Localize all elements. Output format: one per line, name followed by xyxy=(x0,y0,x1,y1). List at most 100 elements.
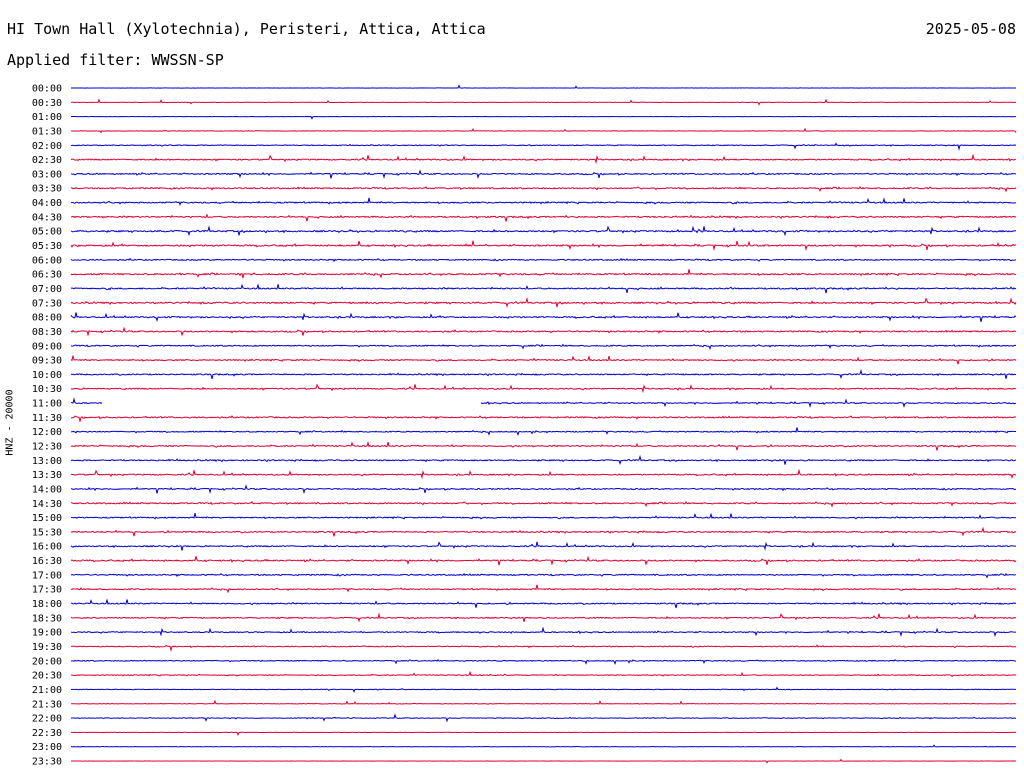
seismic-trace-row xyxy=(70,731,1017,737)
seismic-trace-row xyxy=(70,383,1017,394)
row-time-label: 19:30 xyxy=(32,642,62,653)
row-time-label: 18:00 xyxy=(32,599,62,610)
row-time-label: 14:00 xyxy=(32,484,62,495)
seismic-trace-row xyxy=(70,343,1017,350)
row-time-label: 02:30 xyxy=(32,155,62,166)
row-time-label: 20:00 xyxy=(32,656,62,667)
seismic-trace-row xyxy=(70,257,1017,263)
row-time-label: 11:30 xyxy=(32,413,62,424)
row-time-label: 03:00 xyxy=(32,169,62,180)
seismic-trace-row xyxy=(70,555,1017,566)
row-time-label: 11:00 xyxy=(32,399,62,410)
date-label: 2025-05-08 xyxy=(925,20,1016,38)
seismic-trace-row xyxy=(70,626,1017,638)
row-time-label: 15:30 xyxy=(32,527,62,538)
seismic-trace-row xyxy=(70,454,1017,465)
seismic-trace-row xyxy=(70,427,1017,436)
seismic-trace-row xyxy=(70,644,1017,652)
row-time-label: 08:30 xyxy=(32,327,62,338)
row-time-label: 03:30 xyxy=(32,184,62,195)
row-time-label: 05:30 xyxy=(32,241,62,252)
seismic-trace-row xyxy=(70,612,1017,623)
seismic-trace-row xyxy=(70,127,1017,134)
row-time-label: 10:00 xyxy=(32,370,62,381)
seismic-trace-row xyxy=(70,744,1017,748)
seismic-trace-row xyxy=(70,312,1017,322)
row-time-label: 21:00 xyxy=(32,685,62,696)
row-time-label: 06:30 xyxy=(32,270,62,281)
row-time-label: 10:30 xyxy=(32,384,62,395)
row-time-label: 22:30 xyxy=(32,728,62,739)
row-time-label: 01:30 xyxy=(32,126,62,137)
seismic-trace-row xyxy=(70,185,1017,193)
seismic-trace-row xyxy=(70,116,1017,120)
row-time-label: 16:30 xyxy=(32,556,62,567)
seismic-trace-row xyxy=(70,670,1017,678)
filter-label: Applied filter: WWSSN-SP xyxy=(7,51,224,69)
seismic-trace-row xyxy=(70,197,1017,206)
row-time-label: 07:00 xyxy=(32,284,62,295)
seismic-trace-row xyxy=(70,213,1017,222)
seismic-trace-row xyxy=(70,397,1017,408)
row-time-label: 22:00 xyxy=(32,714,62,725)
seismic-trace-row xyxy=(70,584,1017,594)
seismic-trace-row xyxy=(70,354,1017,365)
seismic-trace-row xyxy=(70,758,1017,764)
row-time-label: 18:30 xyxy=(32,613,62,624)
seismic-trace-row xyxy=(71,84,1017,89)
seismic-trace-row xyxy=(70,501,1017,508)
seismic-trace-row xyxy=(70,659,1017,665)
seismic-trace-row xyxy=(70,484,1017,495)
row-time-label: 17:00 xyxy=(32,570,62,581)
row-time-label: 02:00 xyxy=(32,141,62,152)
row-time-label: 01:00 xyxy=(32,112,62,123)
station-title: HI Town Hall (Xylotechnia), Peristeri, A… xyxy=(7,20,486,38)
seismic-trace-row xyxy=(70,283,1017,294)
seismic-trace-row xyxy=(70,240,1017,251)
row-time-label: 07:30 xyxy=(32,298,62,309)
seismic-trace-row xyxy=(70,153,1017,165)
row-time-label: 20:30 xyxy=(32,671,62,682)
seismic-trace-row xyxy=(70,713,1017,723)
seismic-trace-row xyxy=(70,326,1017,337)
seismic-trace-row xyxy=(70,269,1017,279)
row-time-label: 13:30 xyxy=(32,470,62,481)
seismic-trace-row xyxy=(70,512,1017,520)
row-time-label: 14:30 xyxy=(32,499,62,510)
seismic-trace-row xyxy=(70,368,1017,380)
seismic-trace-row xyxy=(70,440,1017,451)
row-time-label: 19:00 xyxy=(32,628,62,639)
row-time-label: 00:00 xyxy=(32,84,62,95)
seismic-trace-row xyxy=(70,526,1017,537)
seismic-trace-row xyxy=(70,541,1017,551)
row-time-label: 21:30 xyxy=(32,699,62,710)
row-time-label: 06:00 xyxy=(32,255,62,266)
seismic-trace-row xyxy=(70,415,1017,422)
seismic-trace-row xyxy=(70,169,1017,179)
row-time-label: 15:00 xyxy=(32,513,62,524)
row-time-label: 12:00 xyxy=(32,427,62,438)
row-time-label: 16:00 xyxy=(32,542,62,553)
row-time-label: 00:30 xyxy=(32,98,62,109)
row-time-label: 13:00 xyxy=(32,456,62,467)
seismic-trace-row xyxy=(70,686,1017,693)
seismic-trace-row xyxy=(70,572,1017,579)
seismic-trace-row xyxy=(70,225,1017,237)
row-time-label: 12:30 xyxy=(32,442,62,453)
row-time-label: 04:00 xyxy=(32,198,62,209)
row-time-label: 04:30 xyxy=(32,212,62,223)
row-time-label: 09:30 xyxy=(32,356,62,367)
row-time-label: 17:30 xyxy=(32,585,62,596)
row-time-label: 09:00 xyxy=(32,341,62,352)
row-time-label: 23:30 xyxy=(32,757,62,768)
seismic-trace-row xyxy=(70,296,1017,308)
seismic-trace-row xyxy=(70,598,1017,609)
row-time-label: 05:00 xyxy=(32,227,62,238)
row-time-label: 08:00 xyxy=(32,313,62,324)
seismic-trace-row xyxy=(70,468,1017,480)
seismic-trace-row xyxy=(70,142,1017,151)
seismic-trace-row xyxy=(70,699,1017,705)
seismic-trace-row xyxy=(70,98,1017,106)
row-time-label: 23:00 xyxy=(32,742,62,753)
